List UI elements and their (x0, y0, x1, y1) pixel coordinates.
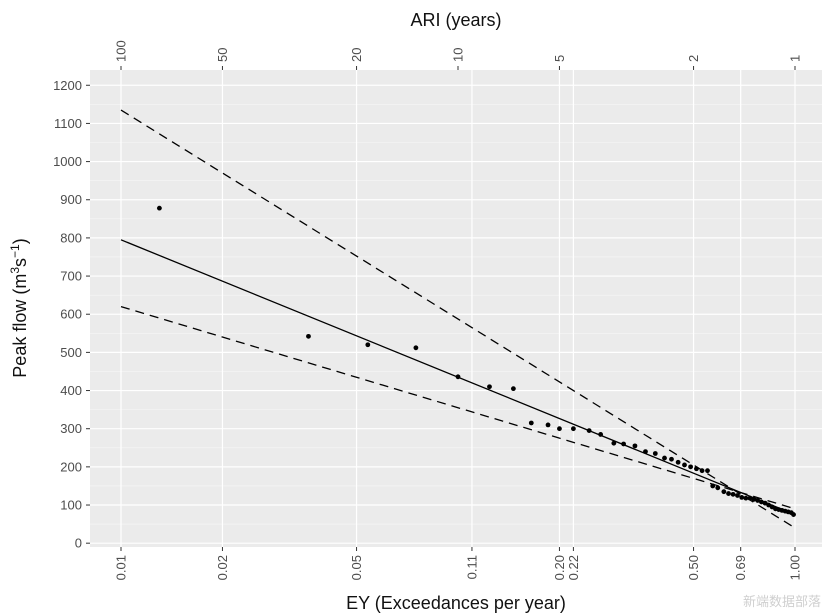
data-point (621, 441, 626, 447)
top-tick-label: 20 (349, 48, 364, 62)
data-point (545, 422, 551, 428)
data-point (694, 466, 699, 472)
watermark: 新端数据部落 (742, 595, 821, 610)
data-point (755, 498, 761, 503)
y-tick-label: 500 (60, 345, 82, 360)
data-point (455, 374, 461, 380)
x-tick-label: 0.05 (349, 555, 364, 580)
y-axis-title-end: ) (10, 238, 30, 244)
y-axis-title-sup1: 3 (8, 267, 22, 274)
data-point (739, 494, 745, 500)
major-gridlines (90, 70, 822, 547)
data-point (726, 491, 731, 496)
x-tick-label: 0.01 (114, 555, 129, 580)
y-tick-label: 200 (60, 459, 82, 474)
plot-panel (90, 70, 822, 547)
y-tick-label: 1100 (54, 116, 82, 131)
data-point (557, 426, 562, 432)
y-tick-label: 900 (60, 192, 82, 207)
y-tick-label: 600 (60, 307, 82, 322)
data-point (682, 462, 687, 468)
data-point (570, 426, 576, 432)
y-tick-label: 400 (60, 383, 82, 398)
data-point (306, 333, 311, 339)
x-axis-top: 100 50 20 10 5 2 1 (114, 40, 803, 70)
data-points (156, 205, 796, 517)
data-point (669, 456, 674, 462)
data-point (705, 468, 710, 474)
x-tick-label: 0.11 (464, 555, 479, 579)
data-point (710, 483, 716, 489)
x-tick-label: 0.20 (552, 555, 567, 580)
x-tick-label: 0.02 (215, 555, 230, 580)
x-tick-label: 0.50 (686, 555, 701, 580)
top-axis-title: ARI (years) (410, 10, 501, 30)
data-point (611, 440, 617, 446)
y-axis-title-mid: s (10, 258, 30, 267)
y-axis: 0 100 200 300 400 500 600 700 800 900 1000 1100 1200 (53, 78, 90, 551)
y-tick-label: 700 (60, 269, 82, 284)
data-point (699, 468, 705, 474)
confidence-line (120, 109, 796, 529)
data-point (735, 493, 740, 498)
y-axis-title: Peak flow (m3s−1) (8, 238, 30, 377)
confidence-line (120, 305, 796, 510)
data-point (662, 455, 667, 461)
data-point (688, 464, 693, 470)
top-tick-label: 50 (215, 48, 230, 62)
data-point (365, 342, 371, 348)
data-point (643, 449, 648, 454)
top-tick-label: 100 (114, 40, 129, 62)
data-point (586, 428, 592, 434)
data-point (487, 384, 492, 390)
y-axis-title-sup2: −1 (8, 244, 22, 258)
x-tick-label: 0.69 (733, 555, 748, 580)
data-point (528, 420, 534, 426)
y-tick-label: 300 (60, 421, 82, 436)
data-point (652, 451, 658, 456)
top-tick-label: 5 (552, 55, 567, 62)
data-point (156, 205, 162, 211)
data-point (715, 485, 721, 491)
data-point (721, 489, 727, 495)
data-point (413, 345, 419, 351)
data-point (762, 500, 768, 506)
data-point (751, 496, 757, 502)
data-point (730, 491, 736, 497)
y-tick-label: 1200 (53, 78, 82, 93)
data-point (675, 459, 681, 465)
top-tick-label: 2 (686, 55, 701, 62)
y-tick-label: 100 (60, 498, 82, 513)
data-point (743, 495, 749, 501)
x-axis-bottom: 0.01 0.02 0.05 0.11 0.200.22 0.50 0.69 1.00 (114, 547, 803, 580)
x-axis-title: EY (Exceedances per year) (346, 593, 566, 613)
data-point (759, 499, 764, 505)
x-tick-label: 1.00 (788, 555, 803, 580)
top-tick-label: 10 (451, 48, 466, 62)
y-axis-title-main: Peak flow (m (10, 274, 30, 378)
data-point (747, 495, 753, 501)
top-tick-label: 1 (788, 55, 803, 62)
y-tick-label: 0 (75, 536, 82, 551)
data-point (598, 432, 604, 437)
data-point (632, 443, 638, 449)
data-point (510, 386, 516, 392)
x-tick-label: 0.22 (566, 555, 581, 580)
y-tick-label: 800 (60, 230, 82, 245)
y-tick-label: 1000 (53, 154, 82, 169)
data-point (791, 512, 796, 517)
